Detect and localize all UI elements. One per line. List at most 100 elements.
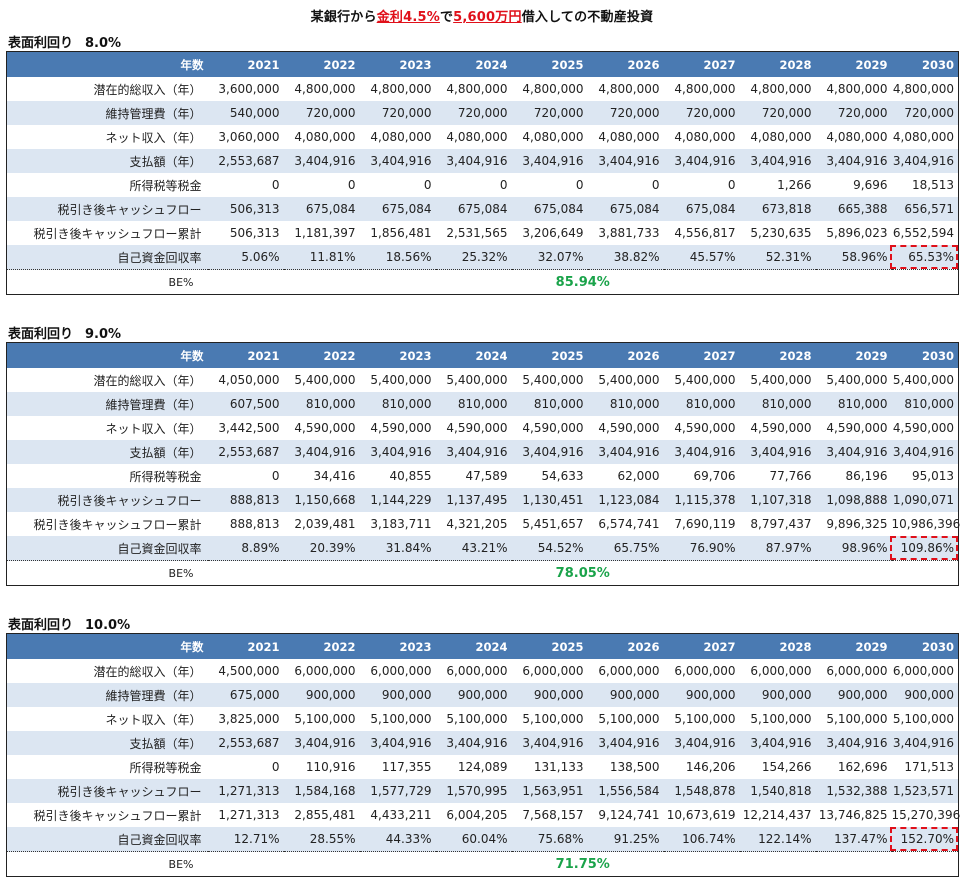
breakeven-value: 78.05%	[207, 560, 959, 586]
table-row: 所得税等税金 0 110,916 117,355 124,089 131,133 138,5…	[7, 755, 959, 779]
table-cell: 60.04%	[435, 827, 512, 852]
highlighted-recovery-cell: 152.70%	[889, 827, 959, 852]
highlighted-recovery-cell: 109.86%	[889, 536, 959, 561]
table-cell: 1,137,495	[435, 488, 512, 512]
header-year-label: 年数	[6, 342, 208, 368]
table-cell: 900,000	[511, 683, 588, 707]
table-cell: 1,098,888	[815, 488, 892, 512]
table-cell: 506,313	[229, 226, 280, 240]
row-label: 税引き後キャッシュフロー累計	[33, 226, 202, 241]
table-cell: 810,000	[283, 392, 360, 416]
table-cell: 3,404,916	[815, 149, 892, 173]
breakeven-row: BE% 85.94%	[6, 269, 959, 295]
table-cell: 3,404,916	[359, 440, 436, 464]
header-year: 2023	[359, 342, 436, 368]
header-year: 2030	[891, 633, 959, 659]
table-cell: 54,633	[541, 469, 584, 483]
section-label-text: 表面利回り	[8, 618, 74, 633]
table-cell: 1,107,318	[739, 488, 816, 512]
table-cell: 1,271,313	[218, 808, 280, 822]
table-cell: 2,855,481	[294, 808, 356, 822]
table-cell: 2,553,687	[207, 731, 284, 755]
table-cell: 900,000	[359, 683, 436, 707]
table-cell: 673,818	[739, 197, 816, 221]
table-cell: 87.97%	[739, 536, 816, 561]
row-label: 所得税等税金	[129, 760, 202, 775]
table-cell: 4,800,000	[522, 82, 584, 96]
header-year: 2027	[663, 342, 740, 368]
table-cell: 1,123,084	[587, 488, 664, 512]
table-cell: 3,404,916	[359, 731, 436, 755]
table-header-row: 年数 2021 2022 2023 2024 2025 2026 2027 2028 2029 20…	[6, 342, 959, 368]
table-cell: 2,039,481	[294, 517, 356, 531]
table-row: 維持管理費（年） 607,500 810,000 810,000 810,000 810,…	[6, 392, 959, 416]
row-label: 税引き後キャッシュフロー累計	[33, 517, 202, 532]
table-cell: 4,800,000	[294, 82, 356, 96]
table-cell: 3,404,916	[663, 149, 740, 173]
table-cell: 810,000	[815, 392, 892, 416]
highlighted-recovery-value: 152.70%	[900, 832, 954, 846]
table-cell: 9,896,325	[826, 517, 888, 531]
table-row: 支払額（年） 2,553,687 3,404,916 3,404,916 3,404,9…	[6, 440, 959, 464]
header-year: 2029	[815, 342, 892, 368]
table-cell: 6,000,000	[294, 664, 356, 678]
table-cell: 4,080,000	[370, 130, 432, 144]
table-cell: 1,532,388	[815, 779, 892, 803]
table-cell: 6,000,000	[446, 664, 508, 678]
section-label: 表面利回り 10.0%	[8, 614, 130, 633]
table-cell: 810,000	[739, 392, 816, 416]
table-row: ネット収入（年） 3,825,000 5,100,000 5,100,000 5,100…	[7, 707, 959, 731]
header-year: 2022	[283, 342, 360, 368]
table-cell: 20.39%	[283, 536, 360, 561]
table-cell: 3,404,916	[511, 440, 588, 464]
table-row: 維持管理費（年） 540,000 720,000 720,000 720,000 720,…	[6, 101, 959, 125]
table-cell: 52.31%	[739, 245, 816, 270]
row-label: 支払額（年）	[6, 731, 208, 755]
table-cell: 6,000,000	[892, 664, 954, 678]
cashflow-table: 年数 2021 2022 2023 2024 2025 2026 2027 2028 2029 20…	[6, 51, 959, 295]
table-cell: 720,000	[815, 101, 892, 125]
table-cell: 675,084	[359, 197, 436, 221]
table-cell: 720,000	[511, 101, 588, 125]
table-cell: 1,181,397	[294, 226, 356, 240]
table-cell: 6,574,741	[598, 517, 660, 531]
table-cell: 3,404,916	[283, 149, 360, 173]
row-label: ネット収入（年）	[105, 712, 202, 727]
table-cell: 4,590,000	[446, 421, 508, 435]
table-cell: 810,000	[663, 392, 740, 416]
row-label: ネット収入（年）	[105, 421, 202, 436]
title-part-3: 借入しての不動産投資	[521, 10, 654, 25]
table-cell: 4,321,205	[446, 517, 508, 531]
table-cell: 1,115,378	[663, 488, 740, 512]
breakeven-row: BE% 71.75%	[6, 851, 959, 877]
header-year: 2022	[283, 51, 360, 77]
table-cell: 4,800,000	[892, 82, 954, 96]
table-cell: 3,404,916	[587, 440, 664, 464]
header-year: 2029	[815, 51, 892, 77]
row-label: 自己資金回収率	[6, 827, 208, 852]
row-label: 税引き後キャッシュフロー	[6, 197, 208, 221]
table-cell: 9,696	[853, 178, 888, 192]
table-cell: 3,404,916	[587, 731, 664, 755]
table-header-row: 年数 2021 2022 2023 2024 2025 2026 2027 2028 2029 20…	[6, 633, 959, 659]
table-cell: 110,916	[305, 760, 356, 774]
table-cell: 12.71%	[207, 827, 284, 852]
table-cell: 3,404,916	[739, 731, 816, 755]
table-cell: 58.96%	[815, 245, 892, 270]
table-cell: 665,388	[815, 197, 892, 221]
table-cell: 0	[271, 760, 280, 774]
table-cell: 2,553,687	[207, 149, 284, 173]
table-cell: 720,000	[739, 101, 816, 125]
table-cell: 1,150,668	[283, 488, 360, 512]
table-row: 所得税等税金 0 34,416 40,855 47,589 54,633 62,000 69,…	[7, 464, 959, 488]
table-cell: 2,553,687	[207, 440, 284, 464]
table-cell: 3,404,916	[587, 149, 664, 173]
table-cell: 720,000	[283, 101, 360, 125]
table-cell: 0	[423, 178, 432, 192]
table-cell: 4,800,000	[826, 82, 888, 96]
table-cell: 11.81%	[283, 245, 360, 270]
table-cell: 1,577,729	[359, 779, 436, 803]
table-cell: 3,404,916	[435, 440, 512, 464]
table-row: 潜在的総収入（年） 4,050,000 5,400,000 5,400,000 5,40…	[7, 368, 959, 392]
table-cell: 4,800,000	[674, 82, 736, 96]
